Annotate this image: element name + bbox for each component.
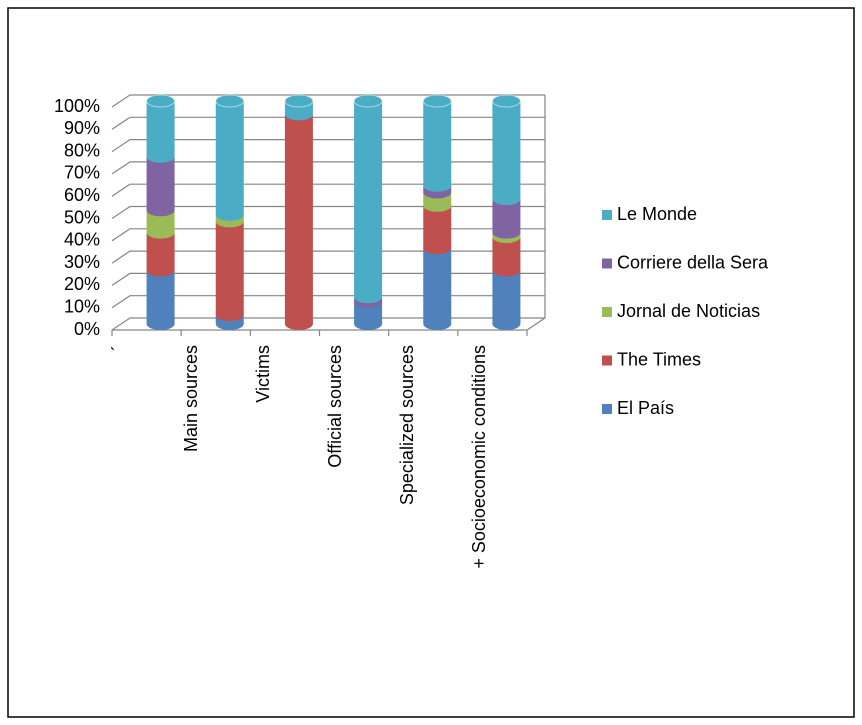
grid-line [111,94,545,108]
bar-segment [146,101,175,163]
legend-swatch [602,307,612,317]
legend-label: El País [617,398,674,418]
bar-segment [215,101,244,221]
y-tick-label: 80% [64,140,100,160]
x-tick-label: Main sources [181,345,201,452]
y-tick-label: 100% [54,96,100,116]
bar-cap [422,94,452,108]
bar-segment [215,221,244,322]
bar-segment [146,232,175,277]
legend-label: Le Monde [617,204,697,224]
y-tick-label: 10% [64,296,100,316]
bar-cap [146,94,176,108]
bar-cap [284,94,314,108]
legend-label: Jornal de Noticias [617,301,760,321]
grid-line [111,295,545,309]
grid-line [111,272,545,286]
y-tick-label: 20% [64,274,100,294]
bar-cap [215,94,245,108]
bar-segment [492,237,521,277]
y-tick-label: 0% [74,319,100,339]
grid-line [111,116,545,130]
bar-segment [146,270,175,330]
legend-swatch [602,355,612,366]
grid-line [111,183,545,197]
y-tick-label: 60% [64,185,100,205]
grid-line [111,161,545,175]
grid-line [111,205,545,219]
bar-segment [423,205,452,255]
legend-swatch [602,404,612,414]
bar-segment [423,248,452,330]
x-tick-label: Specialized sources [397,345,417,505]
x-tick-label: ´ [109,345,129,351]
x-tick-label: Victims [253,345,273,403]
bar-segment [492,270,521,330]
bar-segment [492,199,521,239]
grid-line [111,250,545,264]
bar-cap [353,94,383,108]
y-tick-label: 90% [64,118,100,138]
legend-swatch [602,258,612,269]
grid-line [111,228,545,242]
bar-segment [284,114,313,330]
bar-segment [354,301,383,330]
grid-line [111,139,545,153]
bar-cap [491,94,521,108]
legend-label: The Times [617,349,701,369]
x-tick-label: + Socioeconomic conditions [469,345,489,569]
bar-segment [146,210,175,239]
x-tick-label: Official sources [325,345,345,468]
y-tick-label: 50% [64,207,100,227]
legend-swatch [602,210,612,220]
bar-segment [146,156,175,217]
y-tick-label: 40% [64,230,100,250]
y-tick-label: 70% [64,163,100,183]
bar-segment [354,101,383,304]
legend-label: Corriere della Sera [617,252,769,272]
bar-segment [492,101,521,206]
grid-line [111,317,545,331]
y-tick-label: 30% [64,252,100,272]
bar-segment [423,101,452,192]
